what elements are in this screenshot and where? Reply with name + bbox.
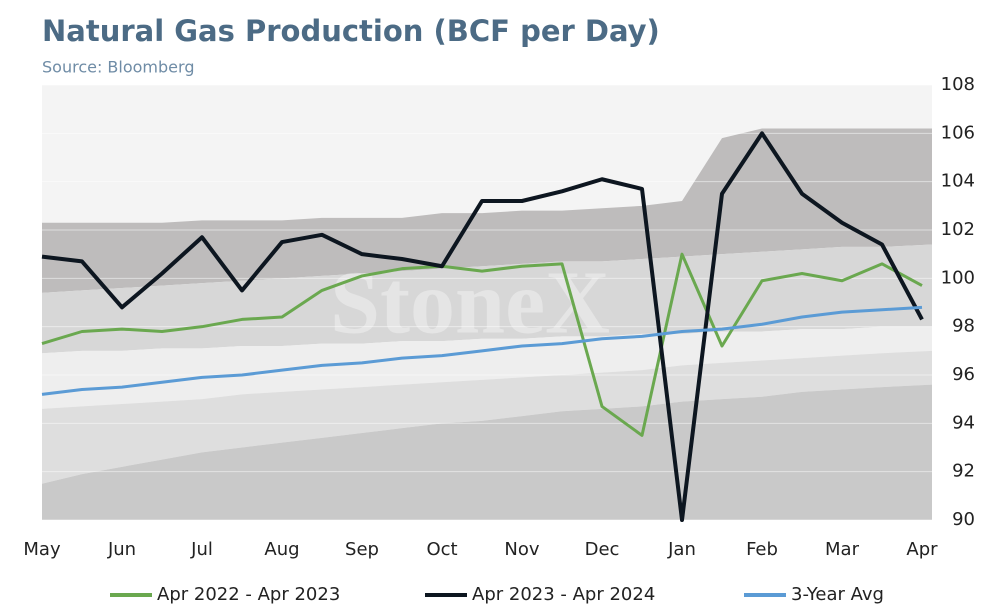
data-line bbox=[41, 131, 924, 522]
x-tick-label: Apr bbox=[906, 539, 938, 560]
y-tick-label: 106 bbox=[941, 122, 975, 143]
range-band bbox=[42, 128, 932, 293]
legend-label: Apr 2023 - Apr 2024 bbox=[472, 584, 655, 605]
legend-item: Apr 2022 - Apr 2023 bbox=[110, 584, 340, 605]
x-tick-label: Aug bbox=[264, 539, 299, 560]
x-tick-label: May bbox=[23, 539, 61, 560]
legend-item: 3-Year Avg bbox=[744, 584, 884, 605]
legend-item: Apr 2023 - Apr 2024 bbox=[425, 584, 655, 605]
plot-area bbox=[42, 84, 932, 521]
y-tick-label: 100 bbox=[941, 267, 975, 288]
y-tick-label: 96 bbox=[952, 364, 975, 385]
x-tick-label: Oct bbox=[426, 539, 457, 560]
x-tick-label: Nov bbox=[504, 539, 539, 560]
x-tick-label: Dec bbox=[585, 539, 620, 560]
chart-subtitle: Source: Bloomberg bbox=[42, 58, 194, 77]
y-tick-label: 108 bbox=[941, 74, 975, 95]
legend-label: Apr 2022 - Apr 2023 bbox=[157, 584, 340, 605]
y-tick-label: 92 bbox=[952, 461, 975, 482]
legend-label: 3-Year Avg bbox=[791, 584, 884, 605]
data-line bbox=[41, 252, 923, 437]
chart-title: Natural Gas Production (BCF per Day) bbox=[42, 14, 660, 48]
x-tick-label: Feb bbox=[746, 539, 778, 560]
range-band bbox=[42, 326, 932, 409]
y-tick-label: 98 bbox=[952, 316, 975, 337]
range-band bbox=[42, 244, 932, 354]
x-tick-label: Sep bbox=[345, 539, 379, 560]
x-tick-label: Jan bbox=[667, 539, 696, 560]
range-band bbox=[42, 350, 932, 484]
x-tick-label: Mar bbox=[825, 539, 860, 560]
x-tick-label: Jul bbox=[190, 539, 213, 560]
y-tick-label: 104 bbox=[941, 171, 975, 192]
y-tick-label: 102 bbox=[941, 219, 975, 240]
range-band bbox=[42, 384, 932, 520]
x-tick-label: Jun bbox=[107, 539, 136, 560]
y-tick-label: 90 bbox=[952, 509, 975, 530]
y-tick-label: 94 bbox=[952, 412, 975, 433]
data-line bbox=[41, 305, 923, 396]
